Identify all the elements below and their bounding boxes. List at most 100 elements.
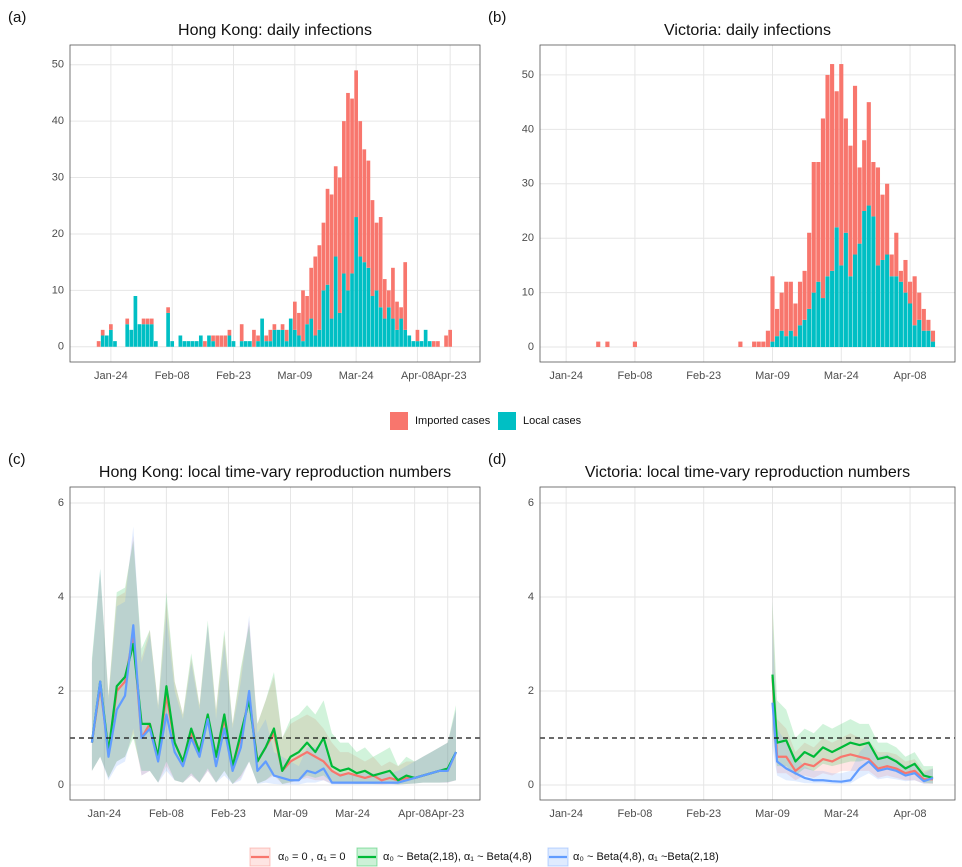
bar [917,292,922,320]
bar [154,341,158,347]
bar [346,290,350,347]
y-tick-label: 0 [58,341,64,353]
y-tick-label: 2 [528,685,534,697]
bar [825,74,830,277]
x-tick-label: Jan-24 [94,370,128,382]
bar [797,325,803,348]
bar [779,292,784,331]
bar [354,217,358,347]
bar [444,335,448,347]
bar [203,341,207,347]
bar [129,329,134,347]
bar [395,301,399,330]
bar [284,341,289,347]
bar [374,290,379,347]
bar [839,64,844,266]
bar [930,330,936,342]
legend-label: Local cases [523,415,582,427]
bar [256,341,260,347]
y-tick-label: 0 [528,341,534,353]
bar [243,341,248,347]
bar [276,329,281,347]
bar [871,162,876,217]
bar [149,324,154,347]
bar [889,276,894,348]
bar [852,85,858,255]
bar [880,259,885,348]
legend-swatch [390,412,408,430]
y-tick-label: 4 [528,591,534,603]
bar [448,329,452,347]
bar [793,303,798,337]
legend-label: Imported cases [415,415,491,427]
bar [395,329,399,347]
bar [907,281,913,304]
bar [378,217,383,308]
bar [264,341,269,347]
bar [820,298,825,348]
bar [866,102,871,206]
x-tick-label: Feb-08 [149,808,184,820]
x-tick-label: Mar-24 [824,370,859,382]
chart-title: Victoria: daily infections [664,22,831,39]
plot-border [69,44,481,363]
x-tick-label: Mar-09 [277,370,312,382]
bar [370,296,375,347]
bar [907,303,913,348]
x-tick-label: Feb-23 [686,808,721,820]
bar [346,92,350,291]
bar [852,254,858,348]
y-tick-label: 40 [52,115,64,127]
bar [109,324,113,330]
bar [374,222,379,291]
plot-border [69,486,481,801]
bar [788,281,793,331]
y-tick-label: 30 [522,178,534,190]
chart-title: Hong Kong: local time-vary reproduction … [99,464,451,481]
bar [362,262,367,347]
x-tick-label: Jan-24 [88,808,122,820]
bar [104,335,109,347]
bar [141,318,146,325]
bar [268,329,273,342]
bar [125,324,130,347]
bar [350,98,354,274]
bar [113,341,117,347]
bar [362,149,367,263]
bar [329,194,334,319]
bar [811,162,816,293]
bar [223,335,228,347]
y-tick-label: 2 [58,685,64,697]
bar [875,265,881,348]
bar [342,121,346,274]
bar [765,330,770,348]
bar [252,329,256,347]
bar [280,329,285,347]
bar [885,183,890,255]
bar [903,259,908,293]
bar [141,324,146,347]
legend: α₀ = 0 , α₁ = 0 α₀ ~ Beta(2,18), α₁ ~ Bet… [249,847,719,867]
bar [284,329,289,342]
line [771,674,934,779]
bar [756,341,761,348]
bar [317,245,322,330]
bar [880,194,885,260]
bar [358,121,363,257]
x-tick-label: Mar-09 [273,808,308,820]
bar [211,335,215,342]
x-tick-label: Apr-08 [401,370,434,382]
bar [280,324,285,330]
bar [231,341,236,347]
line [90,642,457,782]
bar [166,312,170,347]
panel-label: (c) [8,451,26,468]
bar [182,341,187,347]
bar [370,200,375,297]
x-tick-label: Mar-24 [335,808,370,820]
panel: (a) Hong Kong: daily infections 0 10 20 30 40 5… [8,9,481,382]
bar [898,270,903,282]
bar [382,279,387,319]
x-tick-label: Feb-08 [155,370,190,382]
